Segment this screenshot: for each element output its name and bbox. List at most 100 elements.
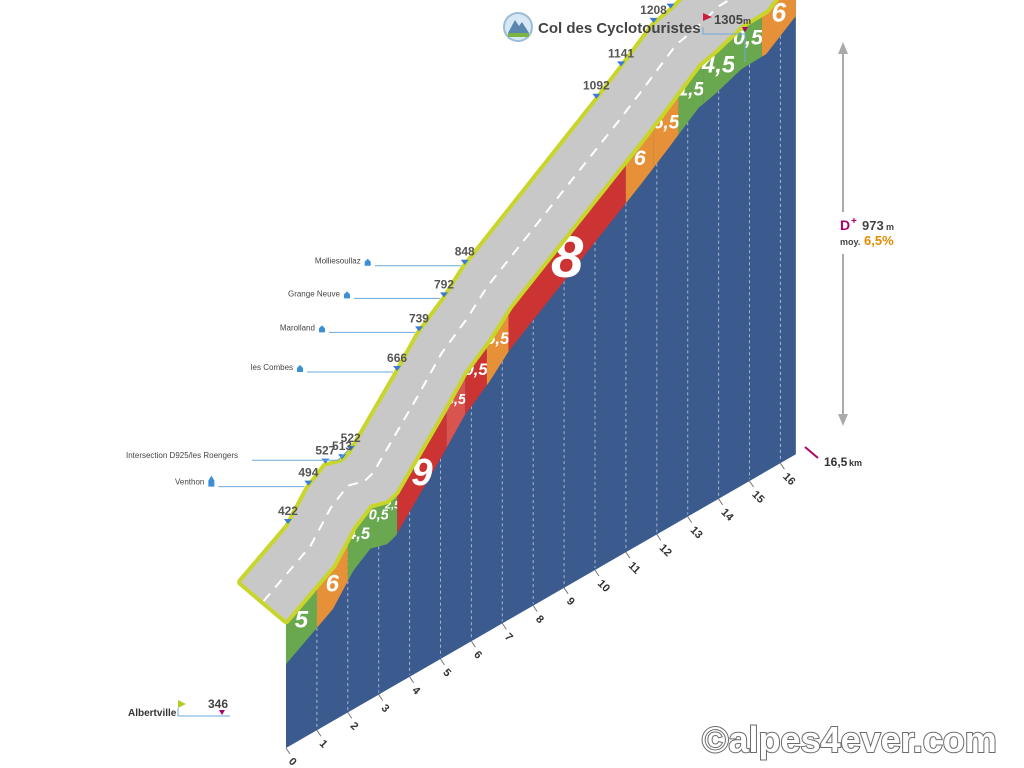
altitude-0-marker-icon: [283, 518, 292, 524]
altitude-4-marker-icon: [617, 61, 626, 67]
km-tick-label-2: 2: [348, 720, 361, 733]
summit-unit: m: [743, 16, 751, 26]
gradient-segment-12: [678, 60, 704, 135]
km-tick-5: [440, 658, 445, 666]
road-surface: [237, 0, 780, 625]
gradient-segment-4: [387, 489, 398, 544]
gradient-segment-10: [625, 123, 654, 204]
gradient-label-1: 6: [326, 570, 340, 597]
gradient-segment-9: [508, 159, 626, 352]
gradient-segment-13: [703, 32, 735, 105]
km-tick-13: [687, 516, 693, 523]
waypoint-3-altitude: 739: [409, 311, 429, 325]
mountain-icon: [508, 20, 529, 33]
waypoint-5-altitude: 848: [455, 245, 475, 259]
waypoint-2-altitude: 666: [387, 351, 407, 365]
distance-unit: km: [849, 458, 862, 468]
start-marker-icon: [219, 710, 225, 715]
km-tick-label-14: 14: [718, 506, 736, 524]
altitude-markers: 422527522109211411208122012461248494Vent…: [126, 0, 684, 524]
km-tick-label-11: 11: [626, 560, 643, 577]
km-tick-label-5: 5: [440, 667, 453, 680]
km-tick-9: [563, 587, 569, 595]
waypoint-name-2: les Combes: [251, 363, 293, 372]
km-tick-2: [347, 712, 353, 719]
km-tick-label-12: 12: [657, 542, 674, 559]
start-label: Albertville 346: [128, 697, 230, 719]
summit-connector: [702, 27, 746, 62]
gradient-segment-7: [465, 341, 487, 415]
km-tick-6: [470, 640, 476, 648]
km-tick-8: [532, 605, 538, 612]
gradient-segment-11: [653, 90, 679, 168]
road-fill: [241, 0, 775, 621]
km-tick-7: [501, 623, 507, 630]
summit-header: Col des Cyclotouristes 1305 m: [503, 12, 751, 62]
km-tick-label-16: 16: [780, 471, 797, 488]
gradient-segment-3: [369, 499, 388, 550]
km-tick-3: [378, 694, 384, 701]
km-tick-label-15: 15: [749, 489, 766, 506]
distance-tick: [804, 446, 819, 459]
distance-value: 16,5: [824, 455, 848, 469]
house-icon: [344, 291, 351, 299]
gradient-segment-8: [486, 307, 509, 386]
altitude-4-altitude: 1141: [608, 46, 634, 60]
km-tick-label-13: 13: [688, 524, 705, 541]
gradient-label-15: 6: [772, 0, 787, 28]
gradient-segment-6: [446, 370, 466, 448]
gain-label-sup: +: [851, 216, 857, 227]
altitude-2-altitude: 522: [341, 431, 361, 445]
km-tick-label-10: 10: [595, 578, 612, 595]
waypoint-name-5: Molliesoullaz: [315, 257, 361, 266]
altitude-6-marker-icon: [666, 3, 675, 9]
gradient-label-3: 0,5: [369, 507, 390, 523]
summit-marker-icon: [742, 27, 748, 32]
total-distance: 16,5 km: [804, 446, 862, 469]
km-tick-label-4: 4: [409, 684, 422, 697]
waypoint-4-altitude: 792: [434, 277, 454, 291]
waypoint-4-marker-icon: [440, 292, 449, 298]
km-tick-10: [594, 569, 600, 577]
gradient-segment-2: [347, 505, 370, 582]
altitude-1-altitude: 527: [315, 444, 335, 458]
altitude-3-marker-icon: [592, 93, 601, 99]
km-tick-label-1: 1: [317, 738, 330, 751]
km-tick-0: [285, 747, 291, 755]
altitude-3-altitude: 1092: [583, 79, 610, 93]
waypoint-5-marker-icon: [460, 259, 469, 265]
gradient-segment-0: [286, 583, 317, 665]
km-tick-1: [316, 729, 322, 737]
church-icon: [208, 475, 215, 487]
waypoint-name-4: Grange Neuve: [288, 289, 341, 298]
junction-icon: [337, 449, 349, 461]
km-tick-12: [656, 534, 662, 541]
waypoint-1-altitude: 513: [332, 439, 352, 453]
km-tick-label-8: 8: [533, 613, 546, 626]
km-tick-label-6: 6: [471, 649, 484, 662]
gradient-segment-5: [397, 403, 447, 534]
house-icon: [318, 325, 325, 333]
summit-altitude: 1305: [714, 12, 743, 27]
km-tick-label-7: 7: [502, 631, 515, 644]
summit-flag-icon: [703, 13, 712, 21]
average-label: moy.: [840, 237, 860, 247]
km-tick-11: [625, 551, 631, 559]
waypoint-name-0: Venthon: [175, 478, 204, 487]
summit-logo-grass: [508, 33, 529, 37]
km-tick-label-3: 3: [379, 702, 392, 715]
altitude-6-altitude: 1220: [657, 0, 684, 3]
climb-summary: D + 973 m moy. 6,5%: [840, 216, 894, 248]
profile-side-wall: [286, 0, 796, 748]
altitude-5-marker-icon: [649, 17, 658, 23]
km-tick-16: [779, 462, 785, 470]
start-flag-icon: [178, 700, 186, 708]
altitude-5-altitude: 1208: [640, 3, 667, 17]
house-icon: [297, 364, 304, 372]
gradient-label-0: 5: [295, 607, 309, 634]
waypoint-0-marker-icon: [304, 480, 313, 486]
km-tick-4: [409, 676, 415, 684]
km-tick-15: [749, 480, 754, 488]
start-altitude: 346: [208, 697, 228, 711]
